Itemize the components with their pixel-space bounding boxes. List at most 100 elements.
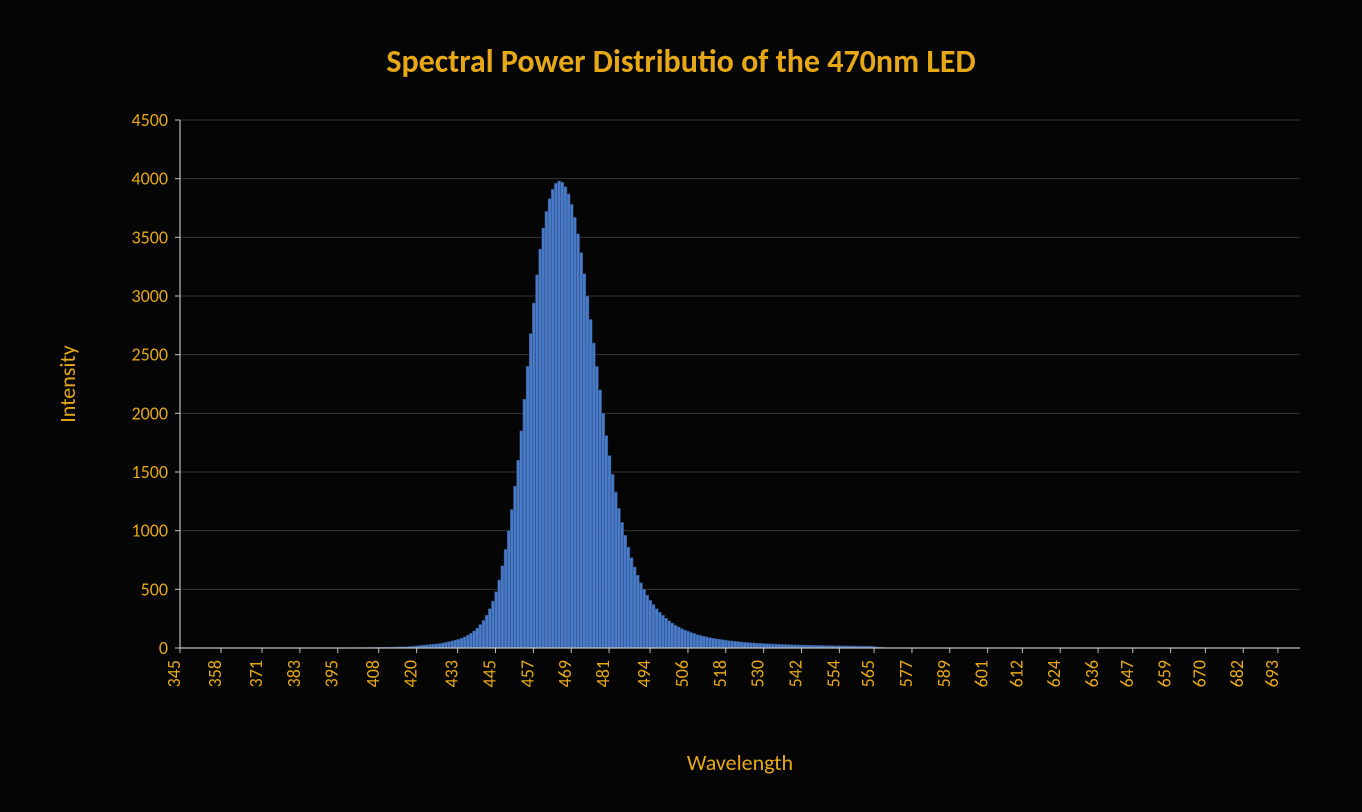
- bar: [658, 612, 661, 648]
- bar: [573, 217, 576, 648]
- bar: [558, 181, 561, 648]
- bar: [504, 549, 507, 648]
- chart-background: [0, 0, 1362, 812]
- x-tick-label: 371: [245, 660, 267, 687]
- bar: [608, 456, 611, 648]
- bar: [605, 436, 608, 648]
- bar: [630, 558, 633, 648]
- bar: [687, 631, 690, 648]
- chart-container: Spectral Power Distributio of the 470nm …: [0, 0, 1362, 812]
- x-axis-label: Wavelength: [687, 749, 793, 776]
- y-tick-label: 4500: [132, 109, 169, 131]
- x-tick-label: 565: [857, 660, 879, 687]
- bar: [441, 643, 444, 648]
- bar: [731, 641, 734, 648]
- x-tick-label: 612: [1005, 660, 1027, 687]
- bar: [491, 601, 494, 648]
- chart-title: Spectral Power Distributio of the 470nm …: [386, 42, 975, 81]
- bar: [696, 635, 699, 648]
- bar: [611, 474, 614, 648]
- bar: [520, 431, 523, 648]
- bar: [614, 492, 617, 648]
- x-tick-label: 682: [1226, 660, 1248, 687]
- bar: [655, 609, 658, 648]
- bar: [646, 595, 649, 648]
- bar: [620, 522, 623, 648]
- bar: [633, 567, 636, 648]
- x-tick-label: 395: [321, 660, 343, 687]
- x-tick-label: 542: [785, 660, 807, 687]
- bar: [523, 399, 526, 648]
- bar: [677, 627, 680, 648]
- x-tick-label: 420: [400, 660, 422, 687]
- bar: [438, 644, 441, 648]
- x-tick-label: 433: [441, 660, 463, 687]
- bar: [724, 640, 727, 648]
- x-tick-label: 345: [163, 660, 185, 687]
- bar: [460, 638, 463, 648]
- bar: [649, 600, 652, 648]
- bar: [671, 623, 674, 648]
- bar: [602, 413, 605, 648]
- x-tick-label: 469: [554, 660, 576, 687]
- bar: [702, 636, 705, 648]
- bar: [743, 642, 746, 648]
- bar: [740, 642, 743, 648]
- y-tick-label: 0: [159, 637, 168, 659]
- chart-svg: Spectral Power Distributio of the 470nm …: [0, 0, 1362, 812]
- y-tick-label: 2500: [132, 344, 169, 366]
- bar: [576, 234, 579, 648]
- x-tick-label: 589: [933, 660, 955, 687]
- bar: [765, 644, 768, 648]
- y-tick-label: 3500: [132, 226, 169, 248]
- bar: [567, 194, 570, 648]
- bar: [485, 615, 488, 648]
- bar: [639, 583, 642, 648]
- y-tick-label: 1500: [132, 461, 169, 483]
- x-tick-label: 659: [1154, 660, 1176, 687]
- bar: [746, 642, 749, 648]
- y-tick-label: 3000: [132, 285, 169, 307]
- bar: [570, 204, 573, 648]
- bar: [545, 212, 548, 648]
- x-tick-label: 577: [895, 660, 917, 687]
- bar: [636, 575, 639, 648]
- y-axis-label: Intensity: [54, 345, 81, 423]
- bar: [756, 643, 759, 648]
- bar: [466, 635, 469, 648]
- bar: [583, 274, 586, 648]
- bar: [589, 319, 592, 648]
- bar: [517, 460, 520, 648]
- bar: [507, 531, 510, 648]
- bar: [712, 638, 715, 648]
- bar: [642, 589, 645, 648]
- bar: [454, 640, 457, 648]
- bar: [768, 644, 771, 648]
- bar: [683, 630, 686, 648]
- x-tick-label: 601: [971, 660, 993, 687]
- x-tick-label: 518: [709, 660, 731, 687]
- x-tick-label: 383: [283, 660, 305, 687]
- bar: [627, 547, 630, 648]
- bar: [718, 639, 721, 648]
- bar: [580, 253, 583, 648]
- bar: [501, 566, 504, 648]
- bar: [447, 642, 450, 648]
- bar: [705, 637, 708, 648]
- bar: [674, 625, 677, 648]
- y-tick-label: 2000: [132, 402, 169, 424]
- bar: [542, 228, 545, 648]
- x-tick-label: 457: [516, 660, 538, 687]
- bar: [715, 639, 718, 648]
- bar: [536, 275, 539, 648]
- bar: [551, 189, 554, 648]
- y-tick-label: 1000: [132, 520, 169, 542]
- bar: [529, 334, 532, 648]
- y-tick-label: 4000: [132, 168, 169, 190]
- bar: [513, 486, 516, 648]
- x-tick-label: 408: [362, 660, 384, 687]
- bar: [526, 366, 529, 648]
- bar: [668, 621, 671, 648]
- x-tick-label: 445: [478, 660, 500, 687]
- x-tick-label: 530: [747, 660, 769, 687]
